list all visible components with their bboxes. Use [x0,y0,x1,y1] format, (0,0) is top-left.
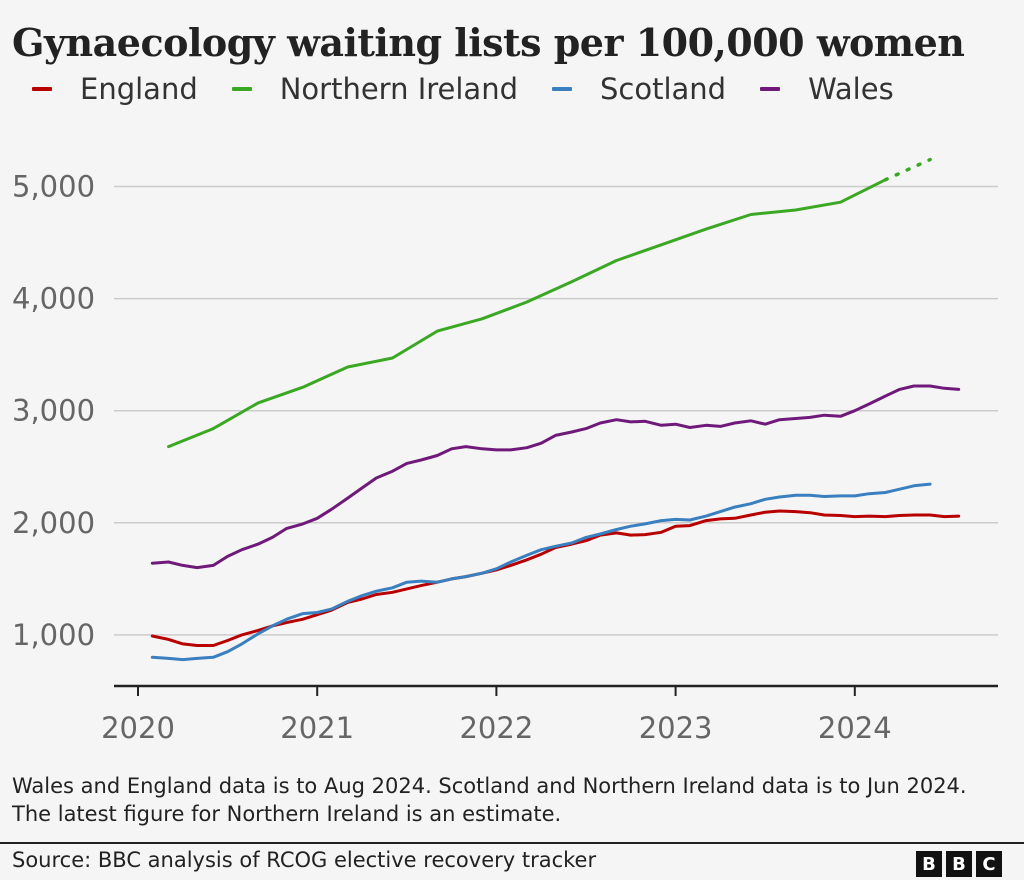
y-tick-label: 1,000 [12,618,95,652]
bbc-logo: B B C [916,851,1002,877]
y-tick-label: 4,000 [12,282,95,316]
x-tick-label: 2020 [101,711,175,745]
x-tick-label: 2022 [459,711,533,745]
series-line-scotland [150,482,932,662]
y-tick-label: 2,000 [12,506,95,540]
series-line-wales [150,384,961,570]
legend-label-wales: Wales [808,72,894,106]
legend-swatch-scotland [552,87,572,91]
bbc-logo-block: C [976,851,1002,877]
x-tick-label: 2024 [818,711,892,745]
bbc-logo-block: B [946,851,972,877]
series-estimate-northern-ireland [883,157,932,182]
y-tick-label: 5,000 [12,170,95,204]
footnote: Wales and England data is to Aug 2024. S… [12,774,967,826]
source-text: Source: BBC analysis of RCOG elective re… [12,848,597,872]
legend-label-england: England [80,72,198,106]
source-divider [0,842,1024,844]
x-tick-label: 2021 [280,711,354,745]
line-chart: 1,000 2,000 3,000 4,000 5,000 2020 2021 2022 202… [12,157,998,745]
legend-swatch-england [32,87,52,91]
legend-label-northern-ireland: Northern Ireland [279,72,518,106]
legend-item-northern-ireland: Northern Ireland [231,72,518,106]
legend-swatch-wales [760,87,781,91]
legend-item-scotland: Scotland [552,72,726,106]
legend-swatch-northern-ireland [231,87,252,91]
chart-title: Gynaecology waiting lists per 100,000 wo… [12,20,965,65]
legend-label-scotland: Scotland [600,72,727,106]
legend: England Northern Ireland Scotland Wales [32,72,928,106]
x-tick-label: 2023 [639,711,713,745]
bbc-logo-block: B [916,851,942,877]
y-tick-label: 3,000 [12,394,95,428]
series-line-northern-ireland [167,178,887,449]
legend-item-wales: Wales [760,72,894,106]
legend-item-england: England [32,72,198,106]
